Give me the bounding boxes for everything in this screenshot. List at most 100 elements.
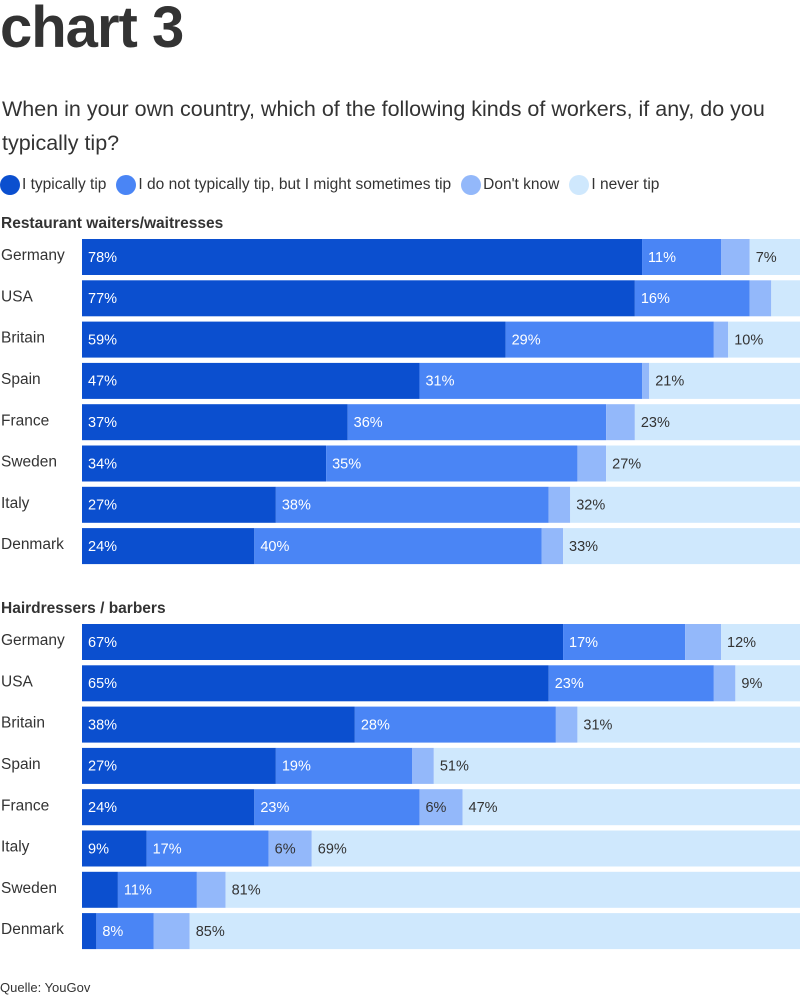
category-label: Denmark [1, 921, 64, 938]
bar-segment [82, 706, 355, 743]
legend-item-might: I do not typically tip, but I might some… [116, 175, 451, 195]
bar-segment [82, 747, 276, 784]
bar-segment [721, 239, 750, 275]
bar-segment [268, 830, 312, 867]
bar-segment [82, 871, 118, 908]
bar-segment [749, 239, 800, 275]
bar-segment [311, 830, 800, 867]
chart-title: chart 3 [0, 0, 184, 60]
data-label: 38% [88, 717, 117, 733]
chart-subtitle: When in your own country, which of the f… [2, 97, 765, 155]
data-label: 11% [648, 250, 676, 266]
bar-segment [634, 404, 800, 441]
bar-segment [326, 445, 578, 482]
category-label: Germany [1, 632, 65, 649]
bar-segment [196, 871, 226, 908]
data-label: 36% [354, 415, 383, 431]
data-label: 8% [102, 924, 123, 940]
legend-item-dontknow: Don't know [461, 175, 559, 195]
bar-segment [82, 239, 643, 275]
data-label: 35% [332, 456, 361, 472]
bar-segment [82, 445, 327, 482]
category-label: France [1, 412, 49, 429]
bar-segment [555, 706, 578, 743]
bar-segment [82, 362, 420, 399]
data-label: 59% [88, 332, 117, 348]
data-label: 16% [641, 291, 670, 307]
data-label: 37% [88, 415, 117, 431]
bar-segment [462, 789, 800, 826]
bar-segment [577, 445, 607, 482]
data-label: 85% [196, 924, 225, 940]
bar-segment [505, 321, 714, 358]
data-label: 6% [425, 800, 446, 816]
bar-segment [146, 830, 269, 867]
data-label: 67% [88, 635, 117, 651]
bar-segment [685, 624, 722, 660]
data-label: 47% [88, 374, 117, 390]
bar-segment [275, 486, 549, 523]
data-label: 51% [440, 759, 469, 775]
bar-segment [433, 747, 800, 784]
category-label: Spain [1, 756, 41, 773]
bar-segment [721, 624, 800, 660]
category-label: France [1, 797, 49, 814]
category-label: USA [1, 288, 34, 305]
data-label: 47% [469, 800, 498, 816]
data-label: 29% [512, 332, 541, 348]
data-label: 12% [727, 635, 756, 651]
bar-segment [412, 747, 434, 784]
data-label: 78% [88, 250, 117, 266]
bar-segment [254, 789, 420, 826]
bar-segment [275, 747, 413, 784]
category-label: Denmark [1, 536, 64, 553]
legend-label-never: I never tip [591, 176, 660, 193]
bar-segment [548, 486, 571, 523]
bar-segment [254, 528, 542, 565]
bar-segment [606, 445, 800, 482]
bar-segment [577, 706, 800, 743]
data-label: 31% [425, 374, 454, 390]
category-label: USA [1, 673, 34, 690]
bar-segment [82, 913, 97, 950]
data-label: 33% [569, 539, 598, 555]
legend-swatch-dontknow [461, 175, 482, 195]
bar-segment [82, 830, 147, 867]
bar-segment [548, 665, 714, 702]
bar-segment [735, 665, 800, 702]
bar-segment [642, 239, 722, 275]
data-label: 24% [88, 800, 117, 816]
data-label: 6% [275, 841, 296, 857]
bar-segment [225, 871, 800, 908]
legend-swatch-might [116, 175, 137, 195]
bar-segment [82, 486, 276, 523]
bar-segment [563, 624, 686, 660]
bar-segment [713, 665, 736, 702]
bar-segment [541, 528, 564, 565]
legend-item-never: I never tip [569, 175, 659, 195]
bar-segment [82, 528, 255, 565]
category-label: Britain [1, 715, 45, 732]
bar-segment [419, 789, 463, 826]
bar-segment [82, 280, 635, 317]
source-note: Quelle: YouGov [0, 980, 91, 995]
data-label: 9% [88, 841, 109, 857]
data-label: 32% [576, 498, 605, 514]
category-label: Italy [1, 839, 30, 856]
bar-segment [771, 280, 800, 317]
data-label: 27% [612, 456, 641, 472]
bar-segment [749, 280, 772, 317]
data-label: 17% [569, 635, 598, 651]
data-label: 23% [555, 676, 584, 692]
category-label: Sweden [1, 454, 57, 471]
bar-segment [82, 321, 506, 358]
data-label: 24% [88, 539, 117, 555]
data-label: 11% [124, 883, 152, 899]
data-label: 27% [88, 498, 117, 514]
bar-segment [82, 624, 564, 660]
data-label: 77% [88, 291, 117, 307]
data-label: 65% [88, 676, 117, 692]
bar-segment [563, 528, 800, 565]
data-label: 81% [232, 883, 261, 899]
data-label: 21% [655, 374, 684, 390]
